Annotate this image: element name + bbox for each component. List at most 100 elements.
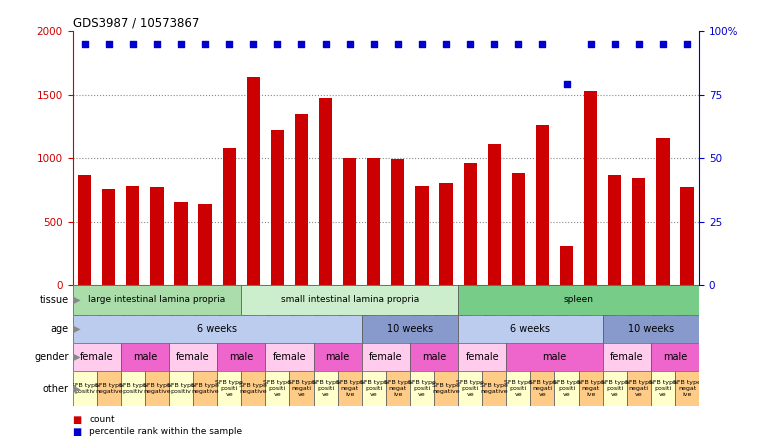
Text: female: female (465, 352, 499, 362)
Bar (367, 158, 380, 285)
Bar (151, 187, 163, 285)
Bar (338, 371, 361, 406)
Bar (121, 343, 169, 371)
Bar (584, 91, 597, 285)
Bar (270, 130, 284, 285)
Bar (361, 371, 386, 406)
Bar (102, 189, 115, 285)
Bar (295, 114, 308, 285)
Bar (217, 371, 241, 406)
Bar (512, 173, 525, 285)
Bar (487, 144, 501, 285)
Text: ▶: ▶ (70, 295, 80, 305)
Text: SFB type
negati
ve: SFB type negati ve (625, 380, 652, 397)
Bar (458, 285, 699, 315)
Point (344, 40, 356, 48)
Text: SFB type
positiv: SFB type positiv (119, 383, 147, 394)
Text: SFB type
positiv: SFB type positiv (167, 383, 195, 394)
Text: percentile rank within the sample: percentile rank within the sample (89, 427, 242, 436)
Bar (97, 371, 121, 406)
Text: SFB type
positi
ve: SFB type positi ve (408, 380, 436, 397)
Bar (290, 371, 313, 406)
Bar (174, 202, 188, 285)
Point (416, 40, 428, 48)
Text: spleen: spleen (564, 296, 594, 305)
Bar (656, 138, 669, 285)
Text: SFB type
negative: SFB type negative (95, 383, 123, 394)
Bar (241, 371, 265, 406)
Text: SFB type
positi
ve: SFB type positi ve (312, 380, 339, 397)
Bar (73, 315, 361, 343)
Bar (507, 371, 530, 406)
Text: female: female (369, 352, 403, 362)
Point (464, 40, 476, 48)
Bar (217, 343, 265, 371)
Point (657, 40, 669, 48)
Bar (458, 343, 507, 371)
Point (127, 40, 139, 48)
Bar (313, 371, 338, 406)
Bar (626, 371, 651, 406)
Point (681, 40, 693, 48)
Bar (121, 371, 145, 406)
Bar (265, 343, 313, 371)
Text: SFB type
positi
ve: SFB type positi ve (456, 380, 484, 397)
Bar (313, 343, 361, 371)
Text: male: male (422, 352, 446, 362)
Text: small intestinal lamina propria: small intestinal lamina propria (280, 296, 419, 305)
Bar (603, 371, 626, 406)
Bar (145, 371, 169, 406)
Bar (199, 204, 212, 285)
Text: ■: ■ (73, 427, 82, 436)
Text: female: female (176, 352, 210, 362)
Bar (410, 343, 458, 371)
Text: other: other (43, 384, 69, 393)
Point (199, 40, 211, 48)
Bar (608, 174, 621, 285)
Text: SFB type
positiv: SFB type positiv (71, 383, 99, 394)
Bar (482, 371, 507, 406)
Bar (651, 371, 675, 406)
Text: SFB type
positi
ve: SFB type positi ve (215, 380, 243, 397)
Text: count: count (89, 415, 115, 424)
Text: ■: ■ (73, 415, 82, 424)
Text: male: male (229, 352, 254, 362)
Bar (530, 371, 555, 406)
Point (488, 40, 500, 48)
Text: 6 weeks: 6 weeks (510, 324, 550, 334)
Text: age: age (50, 324, 69, 334)
Bar (386, 371, 410, 406)
Bar (458, 371, 482, 406)
Text: SFB type
positi
ve: SFB type positi ve (264, 380, 291, 397)
Point (392, 40, 404, 48)
Bar (247, 77, 260, 285)
Text: ▶: ▶ (70, 324, 80, 334)
Text: SFB type
negative: SFB type negative (143, 383, 171, 394)
Bar (319, 99, 332, 285)
Bar (560, 246, 573, 285)
Text: ▶: ▶ (70, 384, 80, 393)
Point (584, 40, 597, 48)
Text: large intestinal lamina propria: large intestinal lamina propria (89, 296, 225, 305)
Bar (651, 343, 699, 371)
Bar (126, 186, 140, 285)
Bar (193, 371, 217, 406)
Bar (416, 186, 429, 285)
Bar (434, 371, 458, 406)
Text: male: male (542, 352, 567, 362)
Text: SFB type
negati
ve: SFB type negati ve (529, 380, 556, 397)
Point (175, 40, 187, 48)
Text: SFB type
positi
ve: SFB type positi ve (601, 380, 629, 397)
Text: female: female (273, 352, 306, 362)
Bar (222, 148, 236, 285)
Bar (361, 315, 458, 343)
Text: gender: gender (34, 352, 69, 362)
Bar (603, 315, 699, 343)
Text: 6 weeks: 6 weeks (197, 324, 237, 334)
Bar (536, 125, 549, 285)
Bar (391, 159, 404, 285)
Bar (681, 187, 694, 285)
Bar (73, 343, 121, 371)
Bar (73, 371, 97, 406)
Text: SFB type
positi
ve: SFB type positi ve (504, 380, 533, 397)
